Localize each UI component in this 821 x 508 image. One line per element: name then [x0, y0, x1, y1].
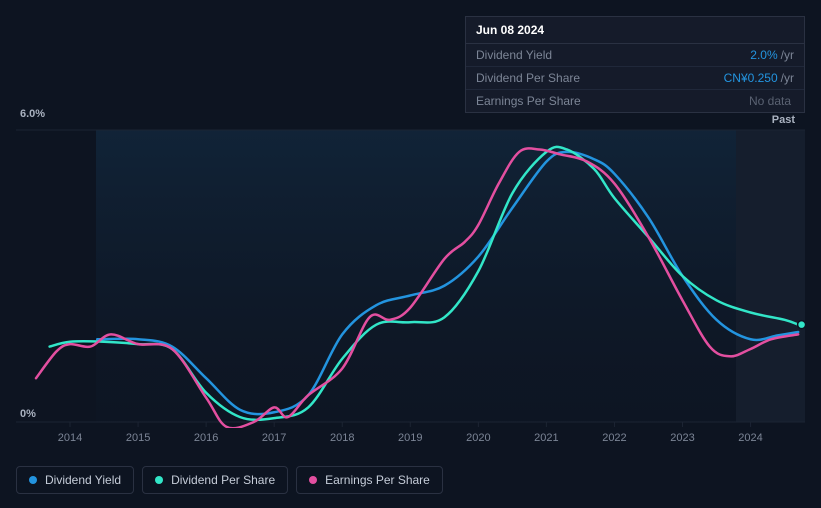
- legend-label: Dividend Yield: [45, 473, 121, 487]
- legend-dot-icon: [29, 476, 37, 484]
- x-axis-tick-label: 2020: [466, 432, 490, 444]
- x-axis-tick-label: 2021: [534, 432, 558, 444]
- x-axis-tick-label: 2014: [58, 432, 82, 444]
- tooltip-label: Dividend Yield: [476, 48, 750, 62]
- tooltip-value: No data: [749, 94, 791, 108]
- tooltip-value: CN¥0.250: [724, 71, 778, 85]
- chart-tooltip: Jun 08 2024 Dividend Yield 2.0% /yr Divi…: [465, 16, 805, 113]
- tooltip-row: Dividend Yield 2.0% /yr: [466, 44, 804, 67]
- x-axis-labels: 2014 2015 2016 2017 2018 2019 2020 2021 2022 2023…: [16, 432, 805, 452]
- x-axis-tick-label: 2019: [398, 432, 422, 444]
- x-axis-tick-label: 2024: [738, 432, 762, 444]
- y-axis-min-label: 0%: [20, 408, 36, 420]
- legend-dot-icon: [309, 476, 317, 484]
- legend-dot-icon: [155, 476, 163, 484]
- past-label: Past: [772, 114, 795, 126]
- tooltip-suffix: /yr: [781, 48, 794, 62]
- x-axis-tick-label: 2015: [126, 432, 150, 444]
- tooltip-suffix: /yr: [781, 71, 794, 85]
- tooltip-label: Earnings Per Share: [476, 94, 749, 108]
- chart-svg: [16, 108, 805, 428]
- tooltip-row: Dividend Per Share CN¥0.250 /yr: [466, 67, 804, 90]
- legend-item-dividend-per-share[interactable]: Dividend Per Share: [142, 466, 288, 494]
- y-axis-max-label: 6.0%: [20, 108, 45, 120]
- x-axis-tick-label: 2023: [670, 432, 694, 444]
- chart-area[interactable]: 6.0% 0% Past: [16, 108, 805, 428]
- x-axis-tick-label: 2016: [194, 432, 218, 444]
- x-axis-tick-label: 2017: [262, 432, 286, 444]
- tooltip-value: 2.0%: [750, 48, 777, 62]
- legend-item-dividend-yield[interactable]: Dividend Yield: [16, 466, 134, 494]
- legend-item-earnings-per-share[interactable]: Earnings Per Share: [296, 466, 443, 494]
- legend: Dividend Yield Dividend Per Share Earnin…: [16, 466, 443, 494]
- legend-label: Earnings Per Share: [325, 473, 430, 487]
- x-axis-tick-label: 2018: [330, 432, 354, 444]
- legend-label: Dividend Per Share: [171, 473, 275, 487]
- x-axis-tick-label: 2022: [602, 432, 626, 444]
- tooltip-label: Dividend Per Share: [476, 71, 724, 85]
- tooltip-date: Jun 08 2024: [466, 17, 804, 44]
